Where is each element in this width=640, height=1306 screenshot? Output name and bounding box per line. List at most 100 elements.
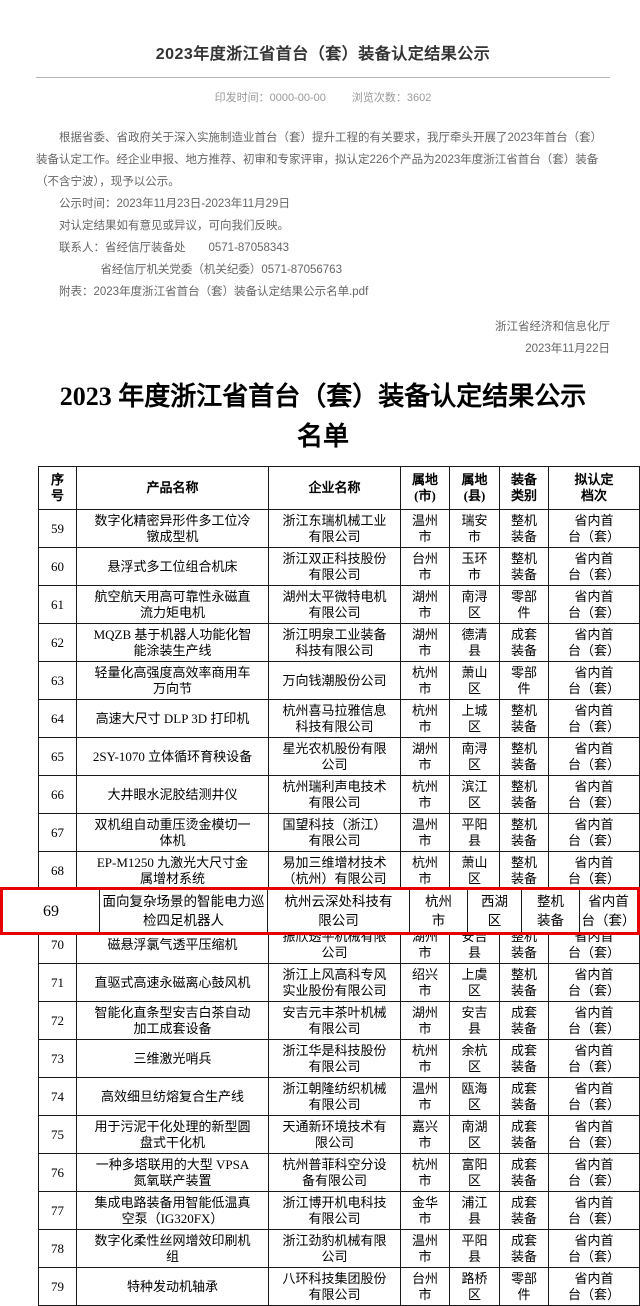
cell-seq: 71: [51, 974, 64, 990]
cell-grade: 省内首 台（套）: [548, 586, 639, 623]
table-row: 71 直驱式高速永磁离心鼓风机 浙江上风高科专风实业股份有限公司 绍兴 市上虞 区整机…: [39, 963, 639, 1001]
table-row: 67 双机组自动重压烫金模切一体机 国望科技（浙江）有限公司 温州 市平阳 县整机 装…: [39, 813, 639, 851]
cell-county: 西湖 区: [467, 890, 521, 932]
cell-grade: 省内首 台（套）: [548, 548, 639, 585]
contact-line-1: 联系人：省经信厅装备处 0571-87058343: [59, 242, 290, 254]
cell-county: 玉环 市: [449, 548, 499, 585]
cell-product: 双机组自动重压烫金模切一体机: [76, 814, 268, 851]
cell-county: 上虞 区: [449, 964, 499, 1001]
views-label: 浏览次数：: [351, 92, 407, 104]
cell-city: 台州 市: [400, 1268, 449, 1305]
cell-county: 南浔 区: [449, 738, 499, 775]
cell-city: 杭州 市: [400, 662, 449, 699]
cell-product: 轻量化高强度高效率商用车万向节: [76, 662, 268, 699]
public-period: 公示时间：2023年11月23日-2023年11月29日: [59, 198, 290, 210]
cell-grade: 省内首 台（套）: [548, 700, 639, 737]
title-divider: [36, 77, 610, 78]
cell-seq: 73: [51, 1050, 64, 1066]
cell-company: 杭州云深处科技有 限公司: [267, 890, 409, 932]
header-cell-category: 装备 类别: [499, 467, 548, 509]
cell-seq: 72: [51, 1012, 64, 1028]
cell-county: 萧山 区: [449, 662, 499, 699]
cell-company: 湖州太平微特电机有限公司: [268, 586, 400, 623]
attachment-pdf-link[interactable]: 2023年度浙江省首台（套）装备认定结果公示名单.pdf: [93, 286, 369, 298]
results-table: 序 号产品名称 企业名称 属地 (市) 属地 (县) 装备 类别 拟认定 档次 59 数字化…: [0, 466, 640, 1306]
cell-seq: 70: [51, 936, 64, 952]
cell-county: 南浔 区: [449, 586, 499, 623]
cell-city: 湖州 市: [400, 624, 449, 661]
cell-city: 绍兴 市: [400, 964, 449, 1001]
cell-category: 成套 装备: [499, 624, 548, 661]
cell-seq: 64: [51, 710, 64, 726]
issuer-name: 浙江省经济和信息化厅: [495, 321, 610, 333]
cell-seq: 65: [51, 748, 64, 764]
header-cell-product: 产品名称: [76, 467, 268, 509]
cell-grade: 省内首 台（套）: [548, 852, 639, 889]
cell-city: 台州 市: [400, 548, 449, 585]
cell-category: 成套 装备: [499, 1154, 548, 1191]
header-cell-city: 属地 (市): [400, 467, 449, 509]
table-row: 78 数字化柔性丝网增效印刷机组 浙江劲豹机械有限公司 温州 市平阳 县成套 装备 省内…: [39, 1229, 639, 1267]
header-cell-county: 属地 (县): [449, 467, 499, 509]
cell-product: 集成电路装备用智能低温真空泵（IG320FX）: [76, 1192, 268, 1229]
cell-category: 整机 装备: [521, 890, 579, 932]
cell-county: 路桥 区: [449, 1268, 499, 1305]
cell-county: 南湖 区: [449, 1116, 499, 1153]
cell-product: 面向复杂场景的智能电力巡 检四足机器人: [99, 890, 267, 932]
cell-grade: 省内首 台（套）: [548, 1154, 639, 1191]
cell-company: 浙江朝隆纺织机械有限公司: [268, 1078, 400, 1115]
cell-seq: 69: [43, 902, 59, 920]
cell-county: 瑞安 市: [449, 510, 499, 547]
cell-city: 温州 市: [400, 1230, 449, 1267]
cell-seq: 75: [51, 1126, 64, 1142]
attachment-line: 附表：2023年度浙江省首台（套）装备认定结果公示名单.pdf: [36, 281, 610, 303]
cell-product: 智能化直条型安吉白茶自动加工成套设备: [76, 1002, 268, 1039]
table-header-row: 序 号产品名称 企业名称 属地 (市) 属地 (县) 装备 类别 拟认定 档次: [39, 467, 639, 509]
cell-county: 安吉 县: [449, 1002, 499, 1039]
cell-product: 悬浮式多工位组合机床: [76, 548, 268, 585]
cell-category: 成套 装备: [499, 1040, 548, 1077]
cell-company: 国望科技（浙江）有限公司: [268, 814, 400, 851]
page-title: 2023年度浙江省首台（套）装备认定结果公示: [155, 46, 491, 63]
cell-company: 浙江双正科技股份有限公司: [268, 548, 400, 585]
cell-company: 浙江东瑞机械工业有限公司: [268, 510, 400, 547]
cell-seq: 76: [51, 1164, 64, 1180]
cell-grade: 省内首 台（套）: [548, 1230, 639, 1267]
cell-category: 成套 装备: [499, 1116, 548, 1153]
cell-grade: 省内首 台（套）: [548, 1078, 639, 1115]
cell-product: 数字化精密异形件多工位冷镦成型机: [76, 510, 268, 547]
table-row: 59 数字化精密异形件多工位冷镦成型机 浙江东瑞机械工业有限公司 温州 市瑞安 市整机…: [39, 509, 639, 547]
cell-grade: 省内首 台（套）: [548, 1268, 639, 1305]
cell-product: 直驱式高速永磁离心鼓风机: [76, 964, 268, 1001]
cell-city: 杭州 市: [400, 700, 449, 737]
article-meta: 印发时间：0000-00-00 浏览次数：3602: [36, 89, 610, 105]
issuer-block: 浙江省经济和信息化厅 2023年11月22日: [36, 316, 610, 360]
cell-county: 滨江 区: [449, 776, 499, 813]
cell-category: 零部 件: [499, 1268, 548, 1305]
cell-city: 湖州 市: [400, 1002, 449, 1039]
cell-grade: 省内首 台（套）: [579, 890, 637, 932]
cell-category: 整机 装备: [499, 964, 548, 1001]
table-row: 74 高效细旦纺熔复合生产线 浙江朝隆纺织机械有限公司 温州 市瓯海 区成套 装备 省内…: [39, 1077, 639, 1115]
cell-category: 整机 装备: [499, 738, 548, 775]
cell-product: 航空航天用高可靠性永磁直流力矩电机: [76, 586, 268, 623]
intro-paragraph: 根据省委、省政府关于深入实施制造业首台（套）提升工程的有关要求，我厅牵头开展了2…: [36, 132, 603, 188]
cell-city: 嘉兴 市: [400, 1116, 449, 1153]
cell-seq: 59: [51, 520, 64, 536]
cell-grade: 省内首 台（套）: [548, 1040, 639, 1077]
cell-grade: 省内首 台（套）: [548, 1116, 639, 1153]
cell-city: 湖州 市: [400, 738, 449, 775]
table-row: 64 高速大尺寸 DLP 3D 打印机 杭州喜马拉雅信息科技有限公司 杭州 市上城 区…: [39, 699, 639, 737]
cell-grade: 省内首 台（套）: [548, 624, 639, 661]
highlighted-table-row: 69 面向复杂场景的智能电力巡 检四足机器人 杭州云深处科技有 限公司 杭州 市西湖 …: [0, 887, 640, 935]
cell-product: 高效细旦纺熔复合生产线: [76, 1078, 268, 1115]
cell-city: 杭州 市: [400, 776, 449, 813]
cell-seq: 66: [51, 786, 64, 802]
print-time-label: 印发时间：: [214, 92, 270, 104]
cell-product: EP-M1250 九激光大尺寸金属增材系统: [76, 852, 268, 889]
table-row: 62 MQZB 基于机器人功能化智能涂装生产线 浙江明泉工业装备科技有限公司 湖州 市…: [39, 623, 639, 661]
cell-city: 温州 市: [400, 510, 449, 547]
cell-company: 杭州喜马拉雅信息科技有限公司: [268, 700, 400, 737]
cell-category: 整机 装备: [499, 510, 548, 547]
